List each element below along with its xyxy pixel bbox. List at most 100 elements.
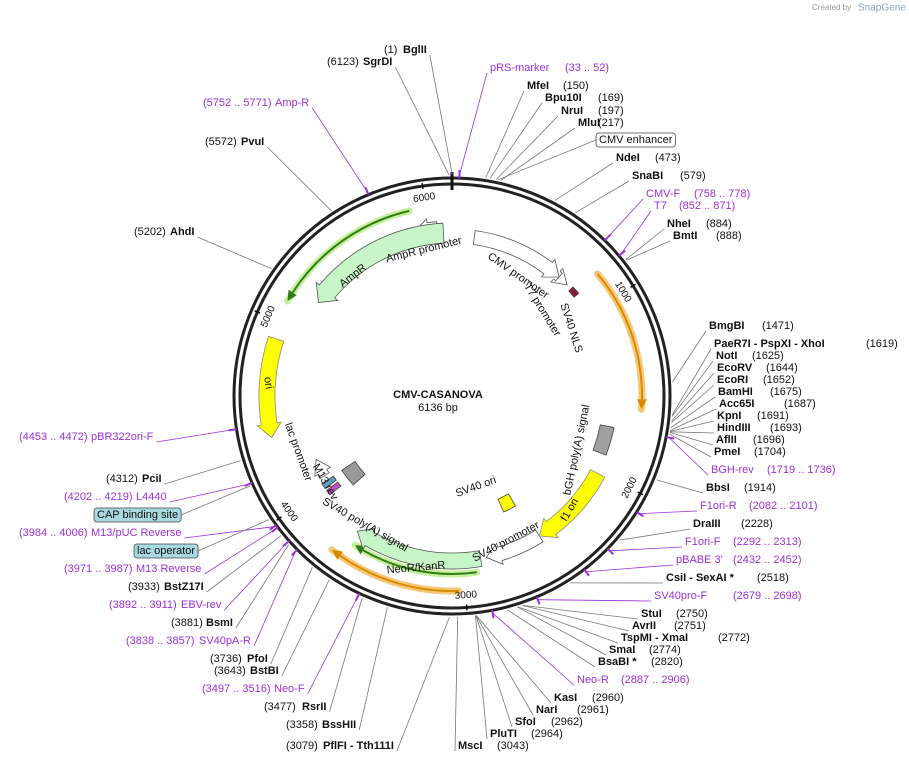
site-name: MfeI xyxy=(527,80,549,92)
site-position: (579) xyxy=(680,170,706,182)
green-arc-head xyxy=(287,289,297,301)
green-arc xyxy=(291,209,410,294)
leader-line xyxy=(307,595,359,695)
leader-line xyxy=(311,107,368,193)
feature-block xyxy=(592,424,615,456)
primer-name: CMV-F xyxy=(646,188,681,200)
orange-arc xyxy=(339,554,459,592)
site-name: BmtI xyxy=(673,230,697,242)
site-position: (1914) xyxy=(744,482,776,494)
site-position: (3736) xyxy=(210,653,242,665)
primer-mark xyxy=(583,568,590,577)
leader-line xyxy=(671,384,715,423)
leader-line xyxy=(475,615,534,716)
primer-name: Neo-F xyxy=(274,683,305,695)
leader-line xyxy=(670,431,715,434)
primer-range: (2292 .. 2313) xyxy=(733,536,802,548)
primer-name: Amp-R xyxy=(275,97,309,109)
leader-line xyxy=(522,604,639,620)
primer-name: T7 xyxy=(654,200,667,212)
primer-range: (3892 .. 3911) xyxy=(109,599,177,611)
map-name: CMV-CASANOVA xyxy=(393,389,483,401)
site-position: (197) xyxy=(598,105,624,117)
leader-line xyxy=(329,597,363,713)
site-name: SmaI xyxy=(609,644,635,656)
site-position: (2750) xyxy=(676,608,708,620)
leader-line xyxy=(669,432,714,446)
map-length: 6136 bp xyxy=(418,402,458,414)
site-name: HindIII xyxy=(717,422,751,434)
primer-range: (33 .. 52) xyxy=(565,62,609,74)
site-name: CsiI - SexAI * xyxy=(666,572,735,584)
site-position: (3477) xyxy=(264,701,296,713)
leader-line xyxy=(670,408,717,431)
site-name: AvrII xyxy=(632,620,656,632)
primer-name: pBR322ori-F xyxy=(91,431,154,443)
site-position: (1693) xyxy=(770,422,802,434)
brand: SnapGene xyxy=(858,3,906,14)
leader-line xyxy=(626,240,671,261)
site-name: BssHII xyxy=(322,719,356,731)
leader-line xyxy=(620,210,652,255)
site-position: (1471) xyxy=(762,320,794,332)
leader-line xyxy=(197,236,272,269)
site-name: NruI xyxy=(561,105,583,117)
primer-name: SV40pro-F xyxy=(654,590,707,602)
site-position: (1652) xyxy=(763,374,795,386)
feature-arrow xyxy=(485,529,544,566)
feature-label: lac promoter xyxy=(282,421,314,483)
site-name: KasI xyxy=(554,692,577,704)
leader-line xyxy=(169,483,250,503)
site-name: MluI xyxy=(578,117,600,129)
primer-range: (2887 .. 2906) xyxy=(621,674,690,686)
site-position: (2751) xyxy=(674,620,706,632)
leader-line xyxy=(672,330,707,382)
feature-block xyxy=(497,493,517,513)
leader-line xyxy=(224,542,288,611)
leader-line xyxy=(204,528,276,575)
leader-line xyxy=(492,612,575,686)
site-position: (3643) xyxy=(214,665,246,677)
site-position: (888) xyxy=(716,230,742,242)
primer-mark xyxy=(636,511,644,518)
site-position: (3043) xyxy=(497,740,529,752)
site-position: (150) xyxy=(563,80,589,92)
orange-arc-head xyxy=(637,399,647,410)
leader-line xyxy=(475,615,488,740)
green-arc xyxy=(362,549,477,576)
site-position: (217) xyxy=(598,117,624,129)
primer-range: (4453 .. 4472) xyxy=(19,431,88,443)
ring-tick-label: 5000 xyxy=(259,304,278,329)
leader-line xyxy=(485,90,525,178)
primer-range: (758 .. 778) xyxy=(694,188,750,200)
credit: Created by xyxy=(812,3,851,12)
primer-name: EBV-rev xyxy=(181,599,222,611)
site-position: (1696) xyxy=(753,434,785,446)
site-name: Bpu10I xyxy=(545,92,582,104)
leader-line xyxy=(606,198,644,239)
leader-line xyxy=(668,437,709,476)
primer-mark xyxy=(535,596,541,605)
site-position: (5572) xyxy=(205,136,237,148)
leader-line xyxy=(475,615,513,728)
feature-block xyxy=(321,475,337,489)
leader-line xyxy=(184,526,274,539)
ring-tick xyxy=(254,310,261,314)
site-position: (4312) xyxy=(106,473,138,485)
primer-name: M13/pUC Reverse xyxy=(91,527,181,539)
site-name: BsmI xyxy=(206,617,233,629)
primer-mark xyxy=(606,548,614,556)
feature-box-label: lac operator xyxy=(137,545,195,557)
site-name: StuI xyxy=(641,608,662,620)
site-position: (6123) xyxy=(327,56,359,68)
site-position: (1619) xyxy=(866,338,898,350)
site-name: SnaBI xyxy=(632,170,663,182)
primer-range: (3497 .. 3516) xyxy=(202,683,271,695)
leader-line xyxy=(500,127,576,181)
site-name: SfoI xyxy=(515,716,536,728)
ring-tick xyxy=(637,491,644,496)
site-name: NarI xyxy=(536,704,557,716)
site-name: PfoI xyxy=(247,653,268,665)
primer-range: (2679 .. 2698) xyxy=(733,590,802,602)
